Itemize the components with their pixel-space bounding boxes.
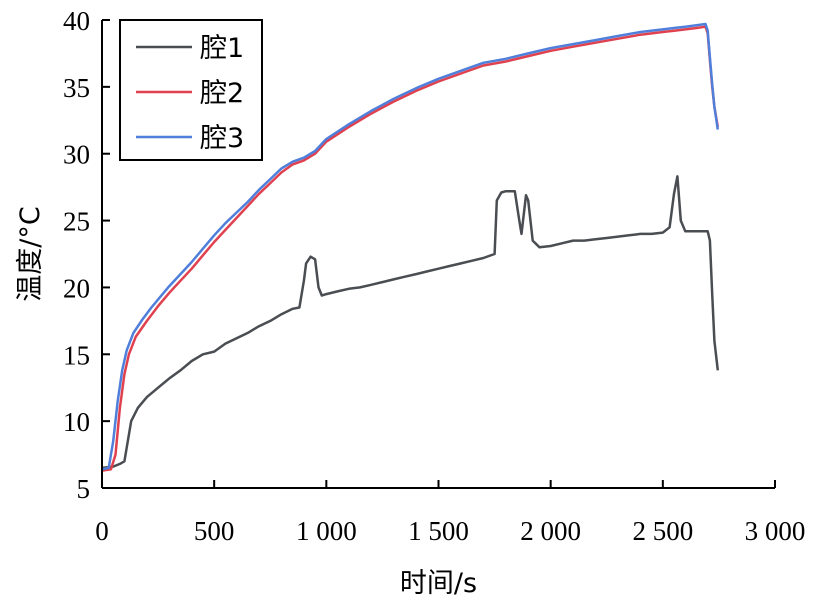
y-tick-label: 20 [63, 273, 90, 303]
series-line-3 [101, 22, 720, 471]
y-tick-label: 35 [63, 73, 90, 103]
x-tick-label: 500 [194, 516, 235, 546]
x-tick-label: 1 500 [408, 516, 469, 546]
y-tick-label: 40 [63, 6, 90, 36]
x-axis-title: 时间/s [400, 568, 477, 599]
x-tick-label: 2 500 [632, 516, 693, 546]
legend: 腔1 腔2 腔3 [119, 19, 263, 161]
legend-label-3: 腔3 [200, 123, 244, 154]
y-axis-title: 温度/°C [15, 206, 46, 301]
y-tick-label: 30 [63, 140, 90, 170]
series-line-1 [101, 175, 720, 470]
legend-items: 腔1 腔2 腔3 [136, 33, 244, 154]
x-tick-label: 1 000 [296, 516, 357, 546]
y-tick-label: 25 [63, 207, 90, 237]
x-tick-label: 2 000 [520, 516, 581, 546]
legend-label-1: 腔1 [200, 33, 244, 64]
x-tick-label: 0 [95, 516, 109, 546]
legend-label-2: 腔2 [200, 78, 244, 109]
ticks: 0 500 1 000 1 500 2 000 2 500 3 000 5 10 15 20 25 30… [63, 6, 805, 546]
y-tick-label: 15 [63, 340, 90, 370]
y-tick-label: 10 [63, 407, 90, 437]
series-line-2 [101, 25, 720, 472]
series-layer [101, 22, 720, 472]
x-tick-label: 3 000 [745, 516, 806, 546]
y-tick-label: 5 [77, 474, 91, 504]
